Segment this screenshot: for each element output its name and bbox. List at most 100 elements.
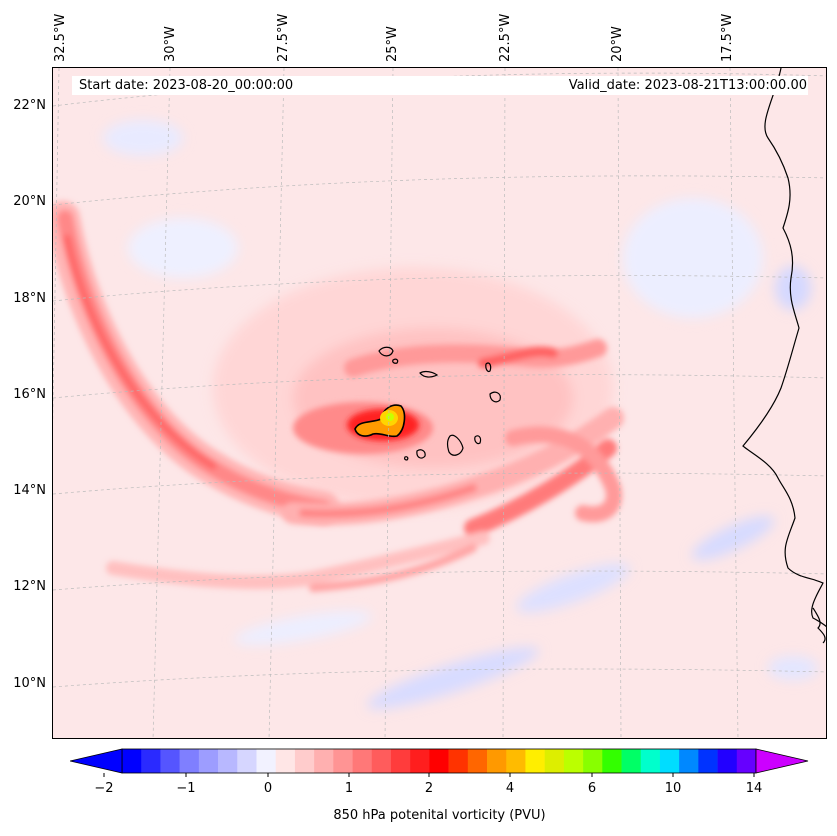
colorbar-segment — [122, 749, 142, 773]
pv-band-south-core — [299, 484, 477, 518]
colorbar-segment — [371, 749, 392, 773]
gridline-lon-20 — [617, 68, 622, 738]
colorbar-tick-14: 14 — [745, 781, 763, 796]
negative-pv-areas — [103, 120, 818, 709]
colorbar-tick-neg2: −2 — [94, 781, 114, 796]
colorbar-segment — [160, 749, 180, 773]
lat-label-10N: 10°N — [13, 676, 46, 691]
gridline-lon-32.5 — [53, 68, 60, 424]
island-santiago — [447, 434, 464, 456]
core-peak — [386, 413, 394, 421]
colorbar-segment — [448, 749, 469, 773]
gridline-lat-10 — [53, 668, 826, 688]
africa-coastline — [742, 68, 826, 628]
gridline-lat-14 — [53, 472, 826, 495]
lon-label-32.5W: 32.5°W — [53, 13, 68, 62]
colorbar-segment — [410, 749, 430, 773]
lat-label-18N: 18°N — [13, 291, 46, 306]
lon-label-17.5W: 17.5°W — [720, 13, 735, 62]
colorbar-segment — [198, 749, 219, 773]
lat-label-12N: 12°N — [13, 579, 46, 594]
pv-field-map — [53, 68, 826, 738]
colorbar-segment — [602, 749, 622, 773]
lon-label-30W: 30°W — [163, 26, 178, 62]
colorbar-tick-neg1: −1 — [176, 781, 196, 796]
colorbar-segment — [218, 749, 238, 773]
map-gridlines — [53, 68, 826, 738]
lat-label-14N: 14°N — [13, 483, 46, 498]
colorbar-tick-10: 10 — [664, 781, 682, 796]
gridline-lon-22.5 — [502, 68, 506, 738]
colorbar-segment — [698, 749, 718, 773]
colorbar — [70, 748, 809, 777]
colorbar-segment — [563, 749, 584, 773]
lon-label-25W: 25°W — [385, 26, 400, 62]
colorbar-tick-0: 0 — [263, 781, 273, 796]
colorbar-segment — [275, 749, 296, 773]
colorbar-segment — [717, 749, 738, 773]
pv-band-south-west — [106, 531, 490, 590]
gridline-lon-25 — [384, 68, 394, 738]
colorbar-segment — [544, 749, 565, 773]
lat-label-20N: 20°N — [13, 194, 46, 209]
colorbar-max-extend-arrow — [755, 748, 809, 774]
island-santo-antao — [378, 346, 394, 357]
pv-vortex-core — [293, 402, 433, 454]
colorbar-segment — [256, 749, 276, 773]
lon-label-22.5W: 22.5°W — [498, 13, 513, 62]
negative-pv-patch — [691, 516, 775, 560]
island-maio — [474, 435, 482, 445]
lat-label-22N: 22°N — [13, 98, 46, 113]
gridline-lat-12 — [53, 570, 826, 591]
negative-pv-patch — [768, 656, 818, 680]
colorbar-segment — [294, 749, 315, 773]
colorbar-segment — [141, 749, 161, 773]
lon-label-27.5W: 27.5°W — [276, 13, 291, 62]
gridline-lon-17.5 — [729, 68, 739, 738]
pv-arc-core — [63, 234, 217, 470]
pv-spiral-bands — [106, 339, 624, 592]
colorbar-segment — [659, 749, 680, 773]
island-brava — [404, 456, 409, 461]
gridline-lat-18 — [53, 275, 826, 302]
pv-band-east — [505, 426, 622, 523]
negative-pv-patch — [775, 266, 811, 310]
pv-band-northeast — [478, 346, 558, 368]
colorbar-segment — [506, 749, 526, 773]
colorbar-segment — [237, 749, 257, 773]
negative-pv-patch — [367, 647, 539, 709]
negative-pv-patch — [623, 198, 763, 318]
colorbar-tick-2: 2 — [424, 781, 434, 796]
colorbar-segment — [621, 749, 642, 773]
island-sao-nicolau — [419, 370, 439, 378]
colorbar-segment — [583, 749, 603, 773]
colorbar-segment — [736, 749, 757, 773]
island-sao-vicente — [392, 358, 399, 364]
map-panel — [52, 67, 827, 739]
colorbar-tick-6: 6 — [587, 781, 597, 796]
colorbar-segments — [121, 748, 757, 774]
date-banner — [72, 76, 808, 95]
colorbar-segment — [179, 749, 200, 773]
colorbar-segment — [333, 749, 353, 773]
start-date-label: Start date: 2023-08-20_00:00:00 — [79, 78, 294, 93]
gridline-lon-27.5 — [268, 68, 285, 738]
colorbar-segment — [429, 749, 449, 773]
lat-label-16N: 16°N — [13, 387, 46, 402]
colorbar-segment — [467, 749, 488, 773]
island-sal — [485, 362, 492, 373]
island-boa-vista — [489, 391, 501, 403]
colorbar-segment — [640, 749, 661, 773]
colorbar-min-extend-arrow — [70, 748, 123, 774]
pv-band-far-south — [309, 544, 477, 592]
gridline-lat-20 — [53, 175, 826, 206]
colorbar-segment — [679, 749, 699, 773]
africa-coastline-south — [812, 607, 826, 644]
pv-envelope — [213, 268, 613, 508]
gridline-lat-16 — [53, 374, 826, 399]
colorbar-tick-4: 4 — [505, 781, 515, 796]
negative-pv-patch — [234, 611, 372, 645]
colorbar-segment — [314, 749, 334, 773]
lon-label-20W: 20°W — [610, 26, 625, 62]
colorbar-segment — [525, 749, 545, 773]
